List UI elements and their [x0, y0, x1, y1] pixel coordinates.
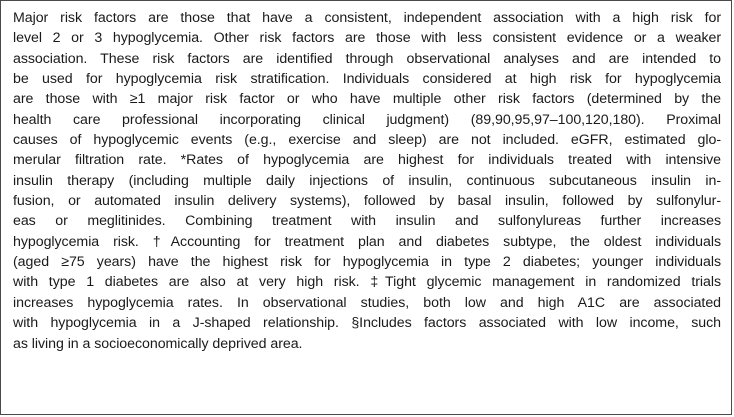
footnote-line-1: Major risk factors are those that have a…	[13, 10, 721, 26]
footnote-line-4: be used for hypoglycemia risk stratifica…	[13, 71, 721, 88]
footnote-line-10: fusion, or automated insulin delivery sy…	[13, 193, 721, 210]
footnote-line-3: association. These risk factors are iden…	[13, 50, 721, 67]
table-footnote: Major risk factors are those that have a…	[13, 8, 721, 354]
footnote-line-15: increases hypoglycemia rates. In observa…	[13, 294, 721, 311]
footnote-line-8: merular filtration rate. *Rates of hypog…	[13, 152, 721, 169]
footnote-line-14: with type 1 diabetes are also at very hi…	[13, 274, 721, 291]
footnote-line-12: hypoglycemia risk. †Accounting for treat…	[13, 233, 721, 250]
footnote-line-7: causes of hypoglycemic events (e.g., exe…	[13, 132, 721, 149]
footnote-line-2: level 2 or 3 hypoglycemia. Other risk fa…	[13, 30, 721, 47]
footnote-line-17: as living in a socioeconomically deprive…	[13, 335, 303, 352]
footnote-line-6: health care professional incorporating c…	[13, 111, 721, 128]
footnote-line-13: (aged ≥75 years) have the highest risk f…	[13, 254, 721, 271]
footnote-line-11: eas or meglitinides. Combining treatment…	[13, 213, 721, 230]
footnote-line-9: insulin therapy (including multiple dail…	[13, 172, 721, 189]
footnote-line-5: are those with ≥1 major risk factor or w…	[13, 91, 721, 108]
footnote-line-16: with hypoglycemia in a J-shaped relation…	[13, 315, 721, 332]
